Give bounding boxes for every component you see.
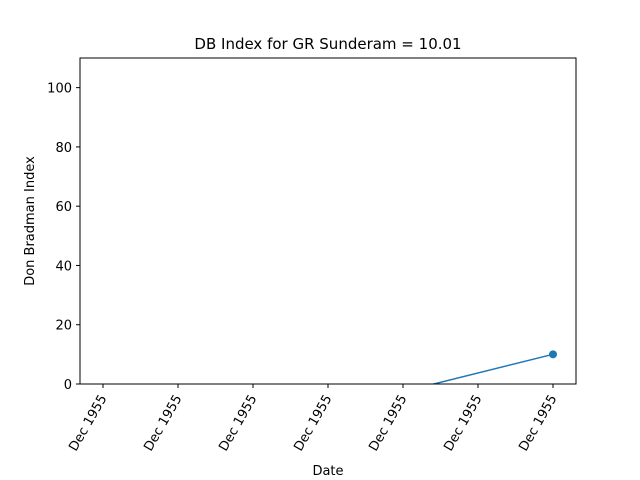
plot-frame bbox=[79, 57, 577, 385]
y-tick-label: 80 bbox=[55, 141, 72, 156]
series-line bbox=[430, 353, 554, 384]
x-tick-label: Dec 1955 bbox=[216, 393, 260, 455]
x-tick-label: Dec 1955 bbox=[141, 393, 185, 455]
y-axis-label: Don Bradman Index bbox=[23, 156, 38, 286]
chart-title: DB Index for GR Sunderam = 10.01 bbox=[194, 35, 461, 53]
x-tick-label: Dec 1955 bbox=[66, 393, 110, 455]
x-tick-label: Dec 1955 bbox=[366, 393, 410, 455]
x-tick-label: Dec 1955 bbox=[441, 393, 485, 455]
plot-area bbox=[80, 58, 576, 384]
data-point bbox=[549, 350, 557, 359]
x-tick-label: Dec 1955 bbox=[291, 393, 335, 455]
y-axis-ticks: 0 20 40 60 80 100 bbox=[47, 82, 80, 393]
data-series bbox=[430, 350, 557, 384]
x-tick-label: Dec 1955 bbox=[516, 393, 560, 455]
y-tick-label: 20 bbox=[55, 319, 72, 334]
y-tick-label: 100 bbox=[47, 82, 72, 97]
x-axis-ticks: Dec 1955 Dec 1955 Dec 1955 Dec 1955 Dec 1955… bbox=[66, 384, 560, 454]
y-tick-label: 0 bbox=[64, 378, 72, 393]
x-axis-label: Date bbox=[312, 464, 343, 479]
y-tick-label: 60 bbox=[55, 200, 72, 215]
y-tick-label: 40 bbox=[55, 259, 72, 274]
